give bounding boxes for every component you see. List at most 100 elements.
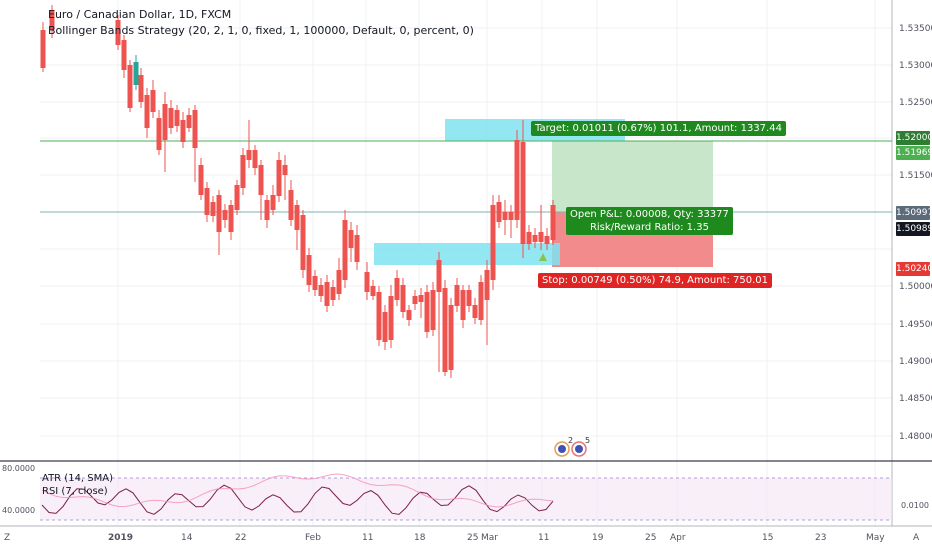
chart-title[interactable]: Euro / Canadian Dollar, 1D, FXCM <box>48 8 232 21</box>
candle <box>49 10 55 30</box>
candle <box>210 202 216 216</box>
candle <box>186 115 192 128</box>
time-tick: 19 <box>592 533 604 543</box>
price-tick: 1.49000 <box>899 357 932 367</box>
time-axis[interactable]: 2019 14 22 Feb 11 18 25 Mar 11 19 25 Apr… <box>108 533 885 543</box>
candle <box>354 235 360 262</box>
candle <box>180 120 186 142</box>
candle <box>418 295 424 302</box>
candle <box>264 200 270 220</box>
candle <box>150 90 156 112</box>
candle <box>436 260 442 292</box>
candle <box>270 195 276 210</box>
candle <box>448 305 454 370</box>
candle <box>40 30 46 68</box>
candle <box>222 210 228 220</box>
time-tick: 15 <box>762 533 773 543</box>
price-axis[interactable]: 1.53500 1.53000 1.52500 1.51500 1.50000 … <box>899 24 932 442</box>
candle <box>115 20 121 45</box>
stop-label: Stop: 0.00749 (0.50%) 74.9, Amount: 750.… <box>538 273 773 288</box>
candle <box>162 104 168 140</box>
candle <box>294 205 300 230</box>
candle <box>133 62 139 85</box>
candle <box>282 165 288 175</box>
candle <box>490 205 496 280</box>
atr-legend[interactable]: ATR (14, SMA) <box>42 473 114 484</box>
time-tick: 25 <box>467 533 478 543</box>
candle <box>168 108 174 128</box>
candle <box>336 270 342 294</box>
candle <box>412 296 418 304</box>
candle <box>318 285 324 296</box>
auto-scale-button[interactable]: A <box>913 533 920 543</box>
candle <box>348 230 354 248</box>
time-tick: 14 <box>181 533 193 543</box>
event-badge-count: 2 <box>568 436 573 445</box>
price-tag-stop: 1.50240 <box>896 262 932 276</box>
candle <box>240 155 246 188</box>
candle <box>330 287 336 300</box>
open-pnl-label: Open P&L: 0.00008, Qty: 33377 <box>570 209 729 220</box>
candle <box>306 255 312 285</box>
time-tick: 22 <box>235 533 246 543</box>
candle <box>246 150 252 160</box>
candle <box>514 140 520 220</box>
event-badge-5[interactable]: 5 <box>571 436 590 457</box>
candle <box>127 65 133 108</box>
candle <box>364 272 370 292</box>
candle <box>216 195 222 232</box>
event-badge-2[interactable]: 2 <box>554 436 573 457</box>
event-badge-count: 5 <box>585 436 590 445</box>
candle <box>466 290 472 306</box>
price-tick: 1.48000 <box>899 432 932 442</box>
buy-signal-icon <box>539 253 547 261</box>
candle <box>394 278 400 300</box>
candle <box>276 160 282 196</box>
time-tick: 18 <box>414 533 426 543</box>
open-pnl-box: Open P&L: 0.00008, Qty: 33377 Risk/Rewar… <box>566 207 733 235</box>
time-tick: Apr <box>670 533 686 543</box>
price-tick: 1.53000 <box>899 61 932 71</box>
candle <box>288 190 294 220</box>
indicator-pane[interactable]: 80.0000 40.0000 0.0100 <box>2 464 929 521</box>
price-tag-upper: 1.51969 <box>896 146 932 160</box>
price-tag-target: 1.52000 <box>896 131 932 145</box>
time-tick: 25 <box>645 533 656 543</box>
candle <box>454 285 460 306</box>
price-tick: 1.52500 <box>899 98 932 108</box>
candle <box>424 292 430 332</box>
candle <box>484 270 490 300</box>
candle <box>252 150 258 168</box>
candle <box>342 220 348 280</box>
time-tick: 11 <box>538 533 549 543</box>
candle <box>121 40 127 70</box>
candle <box>144 95 150 128</box>
target-zone <box>552 141 713 212</box>
demand-box[interactable] <box>374 243 560 265</box>
price-tick: 1.50000 <box>899 282 932 292</box>
candle <box>502 212 508 220</box>
candle <box>370 286 376 296</box>
candle <box>430 290 436 330</box>
candle <box>472 305 478 318</box>
candle <box>376 292 382 340</box>
time-tick: 23 <box>815 533 826 543</box>
candle <box>312 276 318 290</box>
candle <box>400 285 406 312</box>
candle <box>174 110 180 126</box>
zoom-button[interactable]: Z <box>4 533 11 543</box>
price-tick: 1.53500 <box>899 24 932 34</box>
candle <box>388 296 394 340</box>
strategy-legend[interactable]: Bollinger Bands Strategy (20, 2, 1, 0, f… <box>48 24 474 37</box>
candle <box>520 142 526 244</box>
candle <box>382 312 388 342</box>
rsi-legend[interactable]: RSI (7, close) <box>42 486 108 497</box>
risk-reward-label: Risk/Reward Ratio: 1.35 <box>589 222 709 233</box>
price-tick: 1.49500 <box>899 320 932 330</box>
candle <box>478 282 484 320</box>
indicator-axis-tick: 0.0100 <box>901 501 929 510</box>
price-tick: 1.51500 <box>899 171 932 181</box>
time-tick: May <box>866 533 885 543</box>
time-tick: 2019 <box>108 533 133 543</box>
